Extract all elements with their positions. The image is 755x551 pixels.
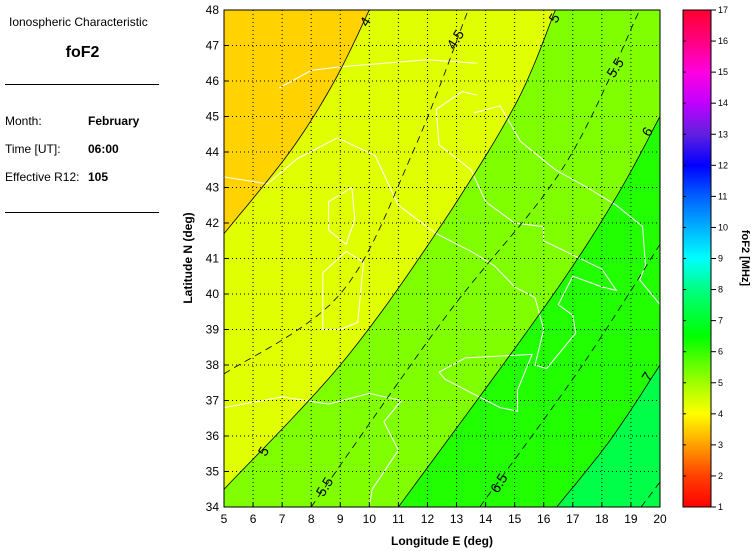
x-tick-label: 13 — [450, 512, 464, 526]
colorbar-tick-label: 1 — [718, 502, 723, 512]
colorbar-tick-label: 2 — [718, 471, 723, 481]
divider — [5, 212, 159, 213]
y-tick-label: 34 — [206, 500, 220, 514]
colorbar-tick-label: 3 — [718, 440, 723, 450]
x-tick-label: 5 — [221, 512, 228, 526]
band-4-5 — [224, 10, 556, 490]
contour-line-6-5 — [479, 244, 660, 507]
month-label: Month: — [5, 114, 42, 128]
x-tick-label: 6 — [250, 512, 257, 526]
colorbar-tick-label: 12 — [718, 160, 728, 170]
x-tick-label: 17 — [566, 512, 580, 526]
x-tick-label: 18 — [595, 512, 609, 526]
colorbar-tick-label: 14 — [718, 98, 728, 108]
coastline — [224, 137, 338, 185]
r12-label: Effective R12: — [5, 170, 80, 184]
colorbar — [682, 9, 712, 508]
colorbar-tick-label: 11 — [718, 191, 727, 201]
colorbar-tick-label: 7 — [718, 316, 723, 326]
r12-value: 105 — [88, 170, 109, 184]
time-value: 06:00 — [88, 142, 119, 156]
coastline — [224, 392, 403, 507]
x-tick-label: 7 — [279, 512, 286, 526]
x-tick-label: 16 — [537, 512, 551, 526]
coastlines — [224, 59, 660, 507]
x-tick-label: 20 — [653, 512, 667, 526]
y-tick-label: 46 — [206, 74, 220, 88]
grid — [224, 10, 660, 507]
contour-line-4-5 — [224, 10, 469, 375]
coastline — [278, 59, 477, 89]
x-tick-label: 9 — [337, 512, 344, 526]
axis-ticks: 5 6 7 8 9 10 11 12 13 14 15 16 17 18 19 20 34 35 36 37 38 39 4… — [206, 3, 667, 526]
y-tick-label: 44 — [206, 145, 220, 159]
y-tick-label: 40 — [206, 287, 220, 301]
x-tick-label: 8 — [308, 512, 315, 526]
colorbar-label: foF2 [MHz] — [739, 230, 751, 287]
y-tick-label: 42 — [206, 216, 220, 230]
colorbar-tick-label: 9 — [718, 254, 723, 264]
y-tick-label: 43 — [206, 181, 220, 195]
x-tick-label: 12 — [421, 512, 435, 526]
y-tick-label: 41 — [206, 252, 220, 266]
coastline — [473, 105, 660, 305]
y-tick-label: 47 — [206, 39, 220, 53]
time-label: Time [UT]: — [5, 142, 61, 156]
y-axis-label: Latitude N (deg) — [181, 212, 195, 303]
contour-line-5 — [224, 10, 556, 490]
y-tick-label: 36 — [206, 429, 220, 443]
y-tick-label: 39 — [206, 323, 220, 337]
band-below-4 — [224, 10, 370, 234]
characteristic-title: foF2 — [65, 44, 100, 61]
x-axis-label: Longitude E (deg) — [391, 534, 493, 548]
contour-lines — [224, 10, 660, 507]
colorbar-tick-label: 15 — [718, 67, 728, 77]
colorbar-tick-label: 17 — [718, 5, 728, 15]
y-tick-label: 45 — [206, 110, 220, 124]
colorbar-tick-label: 4 — [718, 409, 723, 419]
colorbar-tick-label: 10 — [718, 222, 728, 232]
coastline — [337, 91, 618, 370]
y-tick-label: 35 — [206, 465, 220, 479]
x-tick-label: 11 — [392, 512, 405, 526]
month-value: February — [88, 114, 140, 128]
x-tick-label: 15 — [508, 512, 522, 526]
y-tick-label: 37 — [206, 394, 220, 408]
y-tick-label: 48 — [206, 3, 220, 17]
colorbar-tick-label: 16 — [718, 36, 728, 46]
contour-bands — [224, 10, 660, 507]
x-tick-label: 14 — [479, 512, 493, 526]
contour-line-6 — [398, 116, 660, 507]
contour-line-7 — [556, 364, 660, 507]
colorbar-tick-label: 8 — [718, 285, 723, 295]
divider — [5, 84, 159, 85]
panel-heading: Ionospheric Characteristic — [9, 15, 148, 29]
colorbar-tick-label: 13 — [718, 129, 728, 139]
x-tick-label: 10 — [363, 512, 377, 526]
colorbar-tick-label: 5 — [718, 378, 723, 388]
coastline — [438, 353, 533, 412]
x-tick-label: 19 — [624, 512, 638, 526]
contour-line-7-5 — [640, 481, 660, 507]
contour-line-4 — [224, 10, 370, 234]
y-tick-label: 38 — [206, 358, 220, 372]
colorbar-tick-label: 6 — [718, 347, 723, 357]
coastline — [328, 187, 356, 246]
